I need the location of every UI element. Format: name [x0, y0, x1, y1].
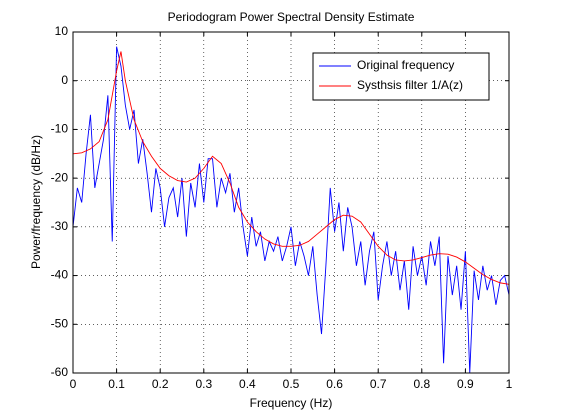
x-tick-label: 0.7	[370, 377, 387, 391]
plot-frame	[72, 31, 510, 374]
y-tick-label: 10	[55, 24, 69, 38]
legend-label: Original frequency	[357, 58, 454, 72]
x-tick-label: 0.4	[239, 377, 256, 391]
x-tick-label: 1	[506, 377, 513, 391]
y-tick-label: -50	[51, 316, 69, 330]
y-tick-label: -20	[51, 170, 69, 184]
x-tick-label: 0.6	[326, 377, 343, 391]
y-tick-label: -10	[51, 122, 69, 136]
legend-label: Systhsis filter 1/A(z)	[357, 78, 463, 92]
x-tick-label: 0.2	[152, 377, 169, 391]
series-line	[72, 46, 510, 374]
chart-title: Periodogram Power Spectral Density Estim…	[168, 10, 415, 24]
x-tick-label: 0.3	[195, 377, 212, 391]
x-tick-label: 0.8	[413, 377, 430, 391]
x-tick-label: 0.1	[108, 377, 125, 391]
x-tick-label: 0.5	[283, 377, 300, 391]
y-tick-label: -60	[51, 365, 69, 379]
y-tick-label: -40	[51, 268, 69, 282]
x-tick-label: 0.9	[457, 377, 474, 391]
y-axis-label: Power/frequency (dB/Hz)	[29, 135, 43, 269]
x-axis-label: Frequency (Hz)	[250, 396, 333, 410]
series-line	[72, 51, 510, 285]
legend-box	[312, 52, 490, 101]
y-tick-label: -30	[51, 219, 69, 233]
y-tick-label: 0	[61, 73, 68, 87]
legend: Original frequency Systhsis filter 1/A(z)	[312, 52, 490, 101]
x-tick-label: 0	[70, 377, 77, 391]
